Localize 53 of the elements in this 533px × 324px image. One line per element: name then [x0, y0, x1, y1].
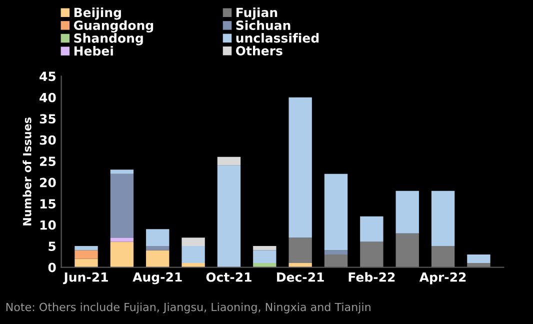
x-tick-label: Feb-22 — [348, 272, 395, 282]
bar — [253, 246, 276, 250]
bar — [146, 229, 170, 246]
bar — [360, 242, 384, 268]
bar — [431, 190, 455, 246]
bar — [182, 246, 205, 264]
y-tick-label: 15 — [40, 199, 56, 209]
bar — [110, 170, 134, 174]
bar — [288, 238, 312, 264]
legend-label: unclassified — [236, 33, 319, 43]
bar — [74, 250, 98, 259]
bar — [396, 190, 419, 234]
bar — [146, 250, 170, 268]
bar — [217, 156, 241, 166]
bar — [110, 242, 134, 268]
x-tick-label: Aug-21 — [132, 272, 182, 284]
y-tick-label: 25 — [40, 156, 56, 166]
x-tick-label: Dec-21 — [277, 272, 324, 282]
bar — [217, 165, 241, 268]
y-tick-label: 20 — [40, 178, 56, 188]
legend-label: Sichuan — [236, 20, 290, 30]
bar — [431, 246, 455, 268]
bar — [74, 246, 98, 250]
y-tick-label: 45 — [40, 72, 56, 82]
y-tick-label: 5 — [48, 242, 56, 251]
legend-label: Shandong — [74, 33, 143, 46]
y-tick-label: 0 — [48, 262, 56, 272]
bar — [253, 250, 276, 264]
bar — [324, 174, 348, 250]
y-tick-label: 35 — [40, 114, 56, 124]
text: Note: Others include Fujian, Jiangsu, Liaoning, Ningxia and Tianjin — [6, 302, 370, 314]
bar — [467, 254, 490, 264]
bar — [110, 238, 134, 242]
y-tick-label: 30 — [40, 135, 56, 145]
bar — [360, 216, 384, 242]
x-tick-label: Jun-21 — [63, 272, 108, 284]
y-tick-label: 40 — [40, 92, 56, 102]
bar — [324, 254, 348, 268]
legend-label: Hebei — [74, 46, 113, 56]
bar — [324, 250, 348, 255]
legend-label: Beijing — [74, 8, 121, 20]
x-tick-label: Apr-22 — [419, 272, 466, 284]
legend-label: Others — [236, 46, 282, 56]
bar — [396, 233, 419, 268]
bar — [182, 238, 205, 246]
y-tick-label: 10 — [40, 220, 56, 230]
bar — [110, 174, 134, 238]
legend-label: Fujian — [236, 8, 278, 20]
x-tick-label: Oct-21 — [206, 272, 252, 282]
bar — [146, 246, 170, 250]
legend-label: Guangdong — [74, 20, 154, 33]
bar — [288, 97, 312, 238]
y-axis-title: Number of Issues — [22, 118, 32, 226]
